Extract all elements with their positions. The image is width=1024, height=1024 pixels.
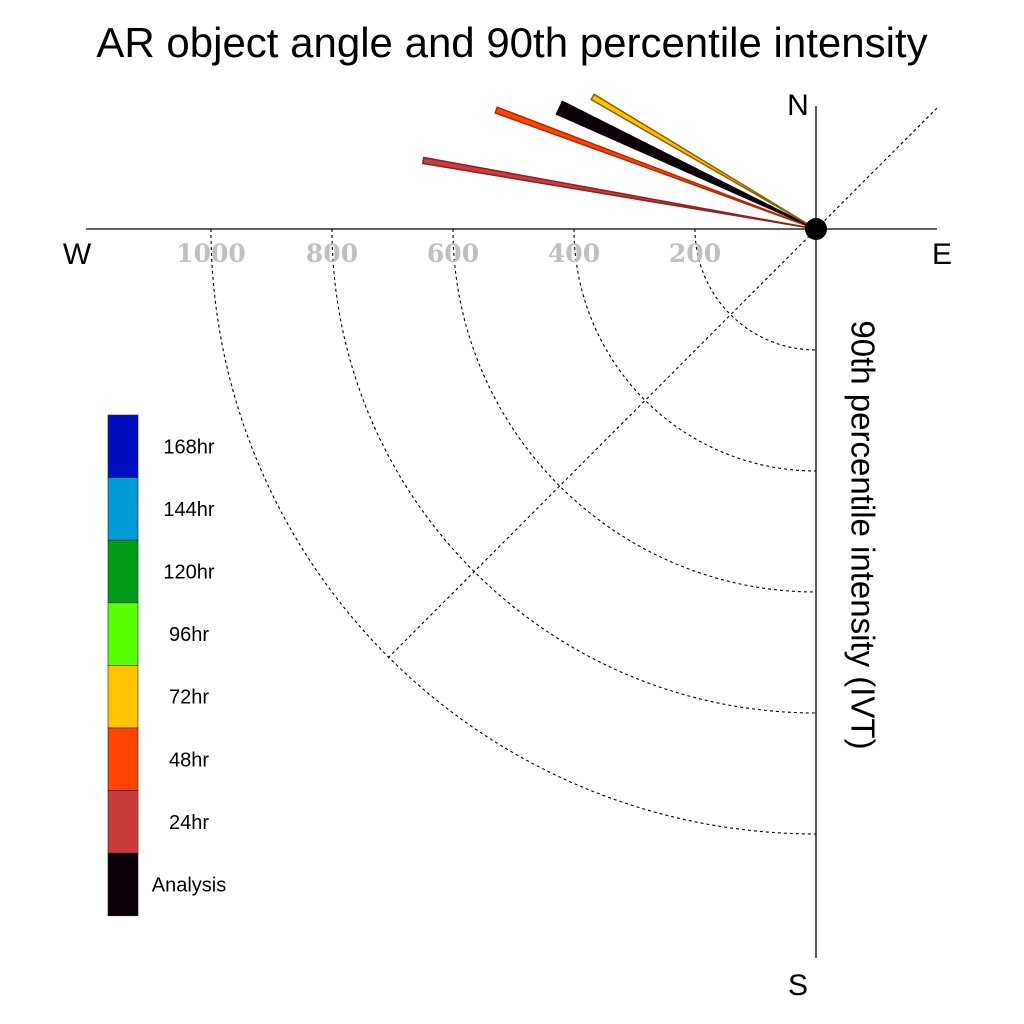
range-ring-800 bbox=[331, 228, 817, 714]
legend-label-96hr: 96hr bbox=[169, 624, 209, 646]
compass-west-label: W bbox=[63, 238, 92, 271]
compass-east-label: E bbox=[932, 238, 952, 271]
series-layer bbox=[421, 93, 817, 230]
legend-swatch-analysis bbox=[107, 852, 139, 917]
series-wedge-72hr bbox=[590, 93, 817, 230]
legend-label-24hr: 24hr bbox=[169, 812, 209, 834]
range-ring-400 bbox=[573, 228, 817, 472]
legend-swatch-48hr bbox=[107, 727, 139, 791]
legend-swatch-24hr bbox=[107, 790, 139, 854]
axes-layer bbox=[86, 106, 937, 958]
compass-south-label: S bbox=[788, 969, 808, 1002]
legend-label-72hr: 72hr bbox=[169, 687, 209, 709]
legend-swatch-120hr bbox=[107, 539, 139, 604]
range-tick-label-1000: 1000 bbox=[176, 239, 246, 268]
series-wedge-48hr bbox=[494, 106, 817, 230]
legend-swatch-144hr bbox=[107, 477, 139, 541]
range-ring-200 bbox=[694, 228, 817, 351]
legend-label-168hr: 168hr bbox=[163, 436, 214, 458]
legend-swatch-96hr bbox=[107, 602, 139, 666]
range-tick-label-600: 600 bbox=[427, 239, 479, 268]
origin-dot bbox=[805, 218, 827, 240]
range-tick-label-200: 200 bbox=[669, 239, 721, 268]
legend-swatch-168hr bbox=[107, 414, 139, 478]
tick-labels: 200 400 600 800 1000 bbox=[176, 239, 721, 268]
legend: 168hr 144hr 120hr 96hr 72hr 48hr 24hr Analysis bbox=[107, 414, 226, 917]
legend-label-120hr: 120hr bbox=[163, 562, 214, 584]
series-wedge-analysis bbox=[555, 100, 817, 230]
legend-swatch-72hr bbox=[107, 665, 139, 729]
compass-north-label: N bbox=[787, 89, 809, 122]
grid-layer bbox=[210, 106, 939, 835]
range-tick-label-400: 400 bbox=[548, 239, 600, 268]
y-axis-label: 90th percentile intensity (IVT) bbox=[844, 320, 881, 749]
range-ring-1000 bbox=[210, 228, 817, 835]
legend-label-144hr: 144hr bbox=[163, 499, 214, 521]
series-wedge-24hr bbox=[421, 156, 817, 230]
legend-label-analysis: Analysis bbox=[152, 875, 226, 897]
chart-title: AR object angle and 90th percentile inte… bbox=[96, 19, 927, 66]
legend-label-48hr: 48hr bbox=[169, 749, 209, 771]
range-tick-label-800: 800 bbox=[306, 239, 358, 268]
diagonal-gridline bbox=[387, 106, 939, 659]
